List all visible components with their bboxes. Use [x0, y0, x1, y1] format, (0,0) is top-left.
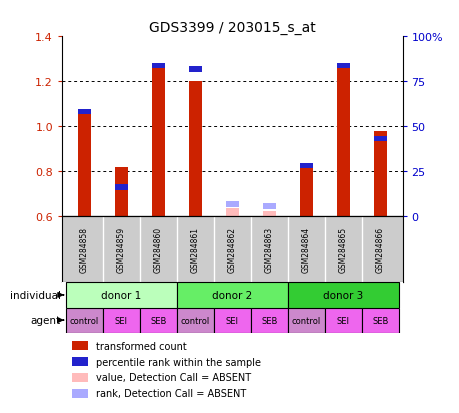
Text: SEI: SEI [225, 316, 238, 325]
Text: agent: agent [31, 316, 61, 325]
Text: control: control [69, 316, 99, 325]
Bar [299, 167, 312, 217]
Bar [72, 342, 88, 350]
Bar [176, 282, 287, 308]
Bar [373, 131, 386, 217]
Text: value, Detection Call = ABSENT: value, Detection Call = ABSENT [96, 373, 251, 382]
Text: GSM284866: GSM284866 [375, 227, 384, 273]
Bar [287, 282, 398, 308]
Bar [188, 82, 202, 217]
Text: donor 2: donor 2 [212, 290, 252, 300]
Text: rank, Detection Call = ABSENT: rank, Detection Call = ABSENT [96, 388, 246, 398]
Bar [176, 308, 213, 333]
Title: GDS3399 / 203015_s_at: GDS3399 / 203015_s_at [149, 21, 315, 35]
Text: GSM284862: GSM284862 [227, 227, 236, 273]
Bar [299, 164, 312, 169]
Text: individual: individual [10, 290, 61, 300]
Text: SEI: SEI [336, 316, 349, 325]
Bar [72, 357, 88, 366]
Text: donor 3: donor 3 [323, 290, 363, 300]
Text: SEB: SEB [261, 316, 277, 325]
Text: percentile rank within the sample: percentile rank within the sample [96, 357, 261, 367]
Bar [72, 373, 88, 382]
Bar [373, 137, 386, 142]
Bar [72, 389, 88, 398]
Bar [188, 67, 202, 72]
Text: control: control [180, 316, 209, 325]
Text: SEB: SEB [371, 316, 388, 325]
Bar [66, 308, 102, 333]
Text: SEI: SEI [115, 316, 128, 325]
Bar [225, 202, 238, 207]
Text: control: control [291, 316, 320, 325]
Bar [361, 308, 398, 333]
Text: GSM284863: GSM284863 [264, 227, 273, 273]
Bar [78, 114, 90, 217]
Text: transformed count: transformed count [96, 341, 186, 351]
Bar [66, 282, 176, 308]
Text: GSM284865: GSM284865 [338, 227, 347, 273]
Bar [151, 64, 164, 69]
Bar [287, 308, 324, 333]
Bar [262, 211, 275, 217]
Bar [115, 185, 128, 190]
Bar [213, 308, 250, 333]
Text: GSM284861: GSM284861 [190, 227, 199, 273]
Bar [115, 167, 128, 217]
Bar [262, 204, 275, 209]
Text: SEB: SEB [150, 316, 166, 325]
Bar [250, 308, 287, 333]
Text: GSM284858: GSM284858 [79, 227, 89, 273]
Bar [78, 110, 90, 115]
Text: GSM284860: GSM284860 [153, 227, 162, 273]
Text: GSM284859: GSM284859 [117, 227, 125, 273]
Bar [140, 308, 176, 333]
Text: donor 1: donor 1 [101, 290, 141, 300]
Bar [102, 308, 140, 333]
Bar [336, 64, 349, 69]
Text: GSM284864: GSM284864 [301, 227, 310, 273]
Bar [225, 209, 238, 217]
Bar [336, 69, 349, 217]
Bar [151, 69, 164, 217]
Bar [324, 308, 361, 333]
